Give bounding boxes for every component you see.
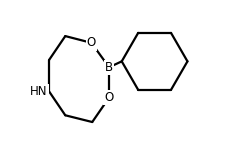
- Text: O: O: [104, 91, 113, 104]
- Text: HN: HN: [30, 85, 47, 98]
- Text: B: B: [105, 61, 113, 74]
- Text: O: O: [86, 36, 96, 49]
